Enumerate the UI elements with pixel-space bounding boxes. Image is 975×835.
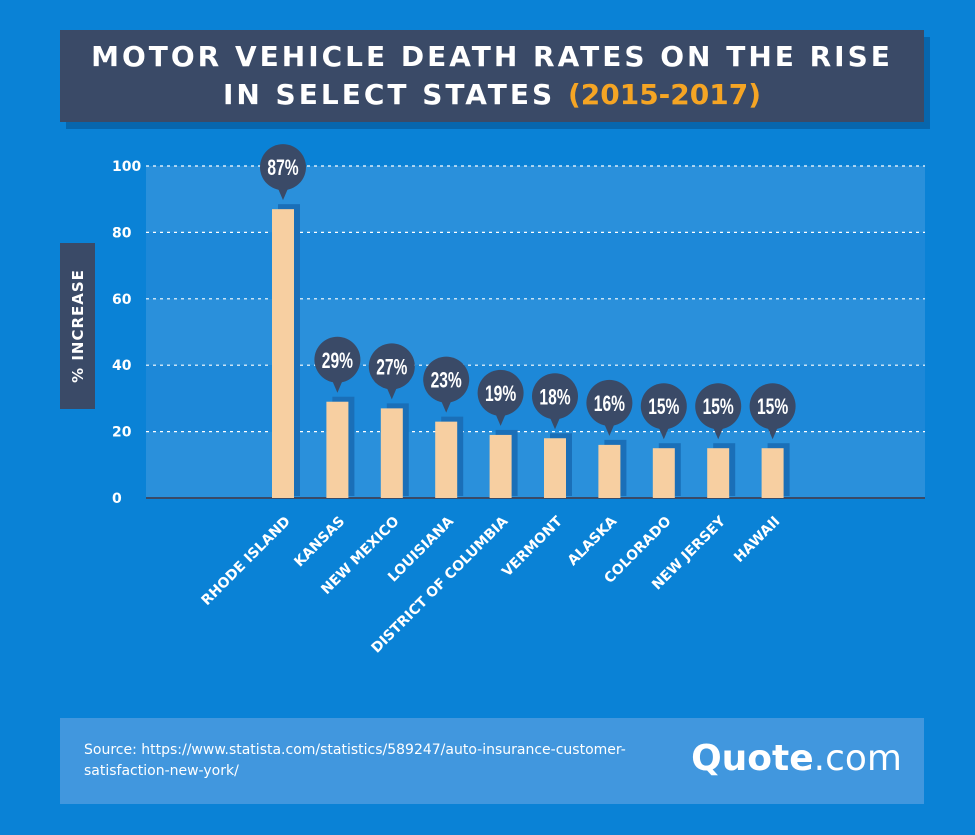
- x-tick-label: RHODE ISLAND: [198, 514, 293, 609]
- title-line-2: IN SELECT STATES (2015-2017): [60, 76, 924, 114]
- data-label: 15%: [757, 396, 788, 420]
- bar: [761, 448, 784, 498]
- data-label: 23%: [431, 369, 462, 393]
- y-tick-label: 20: [112, 425, 132, 441]
- data-label-bubble: [423, 356, 470, 403]
- data-label-bubble: [586, 379, 633, 426]
- logo-main: Quote: [691, 738, 814, 779]
- plot-band: [146, 232, 925, 299]
- title-line-2-text: IN SELECT STATES: [222, 78, 556, 111]
- bar: [544, 438, 566, 498]
- data-label: 15%: [703, 396, 734, 420]
- source-footer: Source: https://www.statista.com/statist…: [60, 718, 924, 804]
- plot-band: [146, 298, 925, 366]
- data-label: 18%: [539, 386, 570, 410]
- quote-logo: Quote.com: [691, 738, 902, 779]
- bar: [326, 401, 349, 498]
- y-tick-label: 100: [112, 159, 141, 175]
- data-label: 27%: [376, 356, 407, 380]
- logo-suffix: .com: [813, 738, 902, 779]
- bar: [489, 434, 512, 498]
- source-text: Source: https://www.statista.com/statist…: [84, 742, 626, 779]
- bar: [435, 421, 458, 498]
- data-label-bubble: [749, 383, 796, 430]
- data-label-bubble: [314, 336, 361, 383]
- x-tick-label: ALASKA: [565, 513, 621, 569]
- data-label: 19%: [485, 383, 516, 407]
- data-label-bubble: [532, 373, 578, 420]
- bar: [707, 448, 730, 498]
- y-tick-label: 80: [112, 225, 132, 241]
- y-tick-label: 40: [112, 358, 132, 374]
- data-label: 15%: [648, 396, 679, 420]
- plot-band: [146, 431, 925, 498]
- data-label: 16%: [594, 393, 625, 417]
- title-line-1: MOTOR VEHICLE DEATH RATES ON THE RISE: [91, 40, 893, 73]
- y-axis-label-box: [60, 243, 95, 409]
- title-years: (2015-2017): [567, 78, 762, 111]
- data-label: 87%: [267, 157, 298, 181]
- y-tick-label: 60: [112, 292, 132, 308]
- bar: [598, 444, 621, 498]
- bar: [272, 209, 294, 498]
- data-label-bubble: [640, 383, 687, 430]
- bar: [652, 448, 675, 498]
- x-tick-label: KANSAS: [291, 514, 348, 571]
- x-tick-label: HAWAII: [731, 514, 783, 566]
- data-label-bubble: [260, 144, 306, 191]
- data-label-bubble: [477, 369, 524, 416]
- chart-title: MOTOR VEHICLE DEATH RATES ON THE RISE IN…: [60, 30, 924, 122]
- bar: [380, 408, 403, 498]
- data-label-bubble: [695, 383, 742, 430]
- data-label: 29%: [322, 349, 353, 373]
- data-label-bubble: [368, 343, 415, 390]
- y-tick-label: 0: [112, 491, 122, 507]
